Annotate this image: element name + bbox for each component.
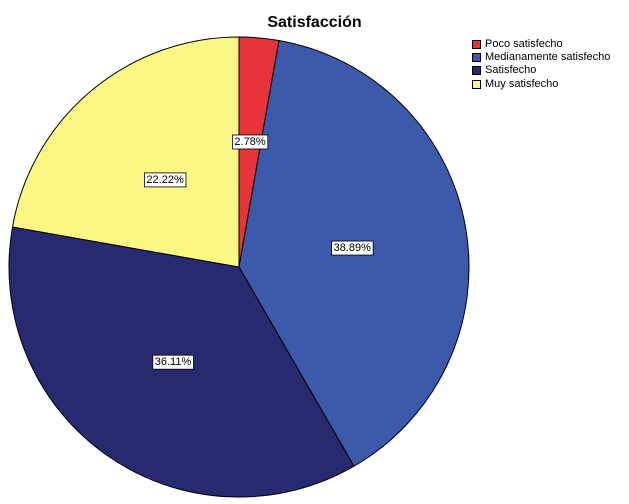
data-label-group: 36.11%: [152, 354, 194, 370]
data-label-box: [331, 240, 374, 256]
pie-slice-muy-satisfecho: [11, 36, 240, 268]
legend-item: Medianamente satisfecho: [472, 51, 610, 64]
legend-label: Satisfecho: [485, 64, 537, 77]
data-label: 22.22%: [146, 174, 184, 186]
data-label: 38.89%: [334, 242, 372, 254]
legend-swatch: [472, 40, 481, 50]
data-label: 36.11%: [155, 356, 192, 368]
data-label: 2.78%: [234, 136, 265, 148]
data-label-box: [232, 134, 269, 150]
legend-label: Muy satisfecho: [485, 77, 559, 90]
legend-label: Poco satisfecho: [485, 38, 563, 51]
data-label-group: 22.22%: [144, 172, 187, 188]
legend-item: Poco satisfecho: [472, 38, 610, 51]
data-label-group: 38.89%: [331, 240, 374, 256]
chart-title: Satisfacción: [267, 14, 362, 31]
legend-swatch: [472, 66, 481, 76]
data-label-box: [144, 172, 187, 188]
data-label-box: [152, 354, 194, 370]
legend-swatch: [472, 79, 481, 89]
legend: Poco satisfecho Medianamente satisfecho Sa…: [472, 38, 610, 91]
pie-data-labels: 2.78% 38.89% 36.11% 22.22%: [144, 134, 374, 370]
data-label-group: 2.78%: [232, 134, 269, 150]
legend-label: Medianamente satisfecho: [485, 51, 611, 64]
legend-swatch: [472, 53, 481, 63]
pie-slices: [8, 36, 470, 498]
legend-item: Satisfecho: [472, 64, 610, 77]
legend-item: Muy satisfecho: [472, 78, 610, 91]
